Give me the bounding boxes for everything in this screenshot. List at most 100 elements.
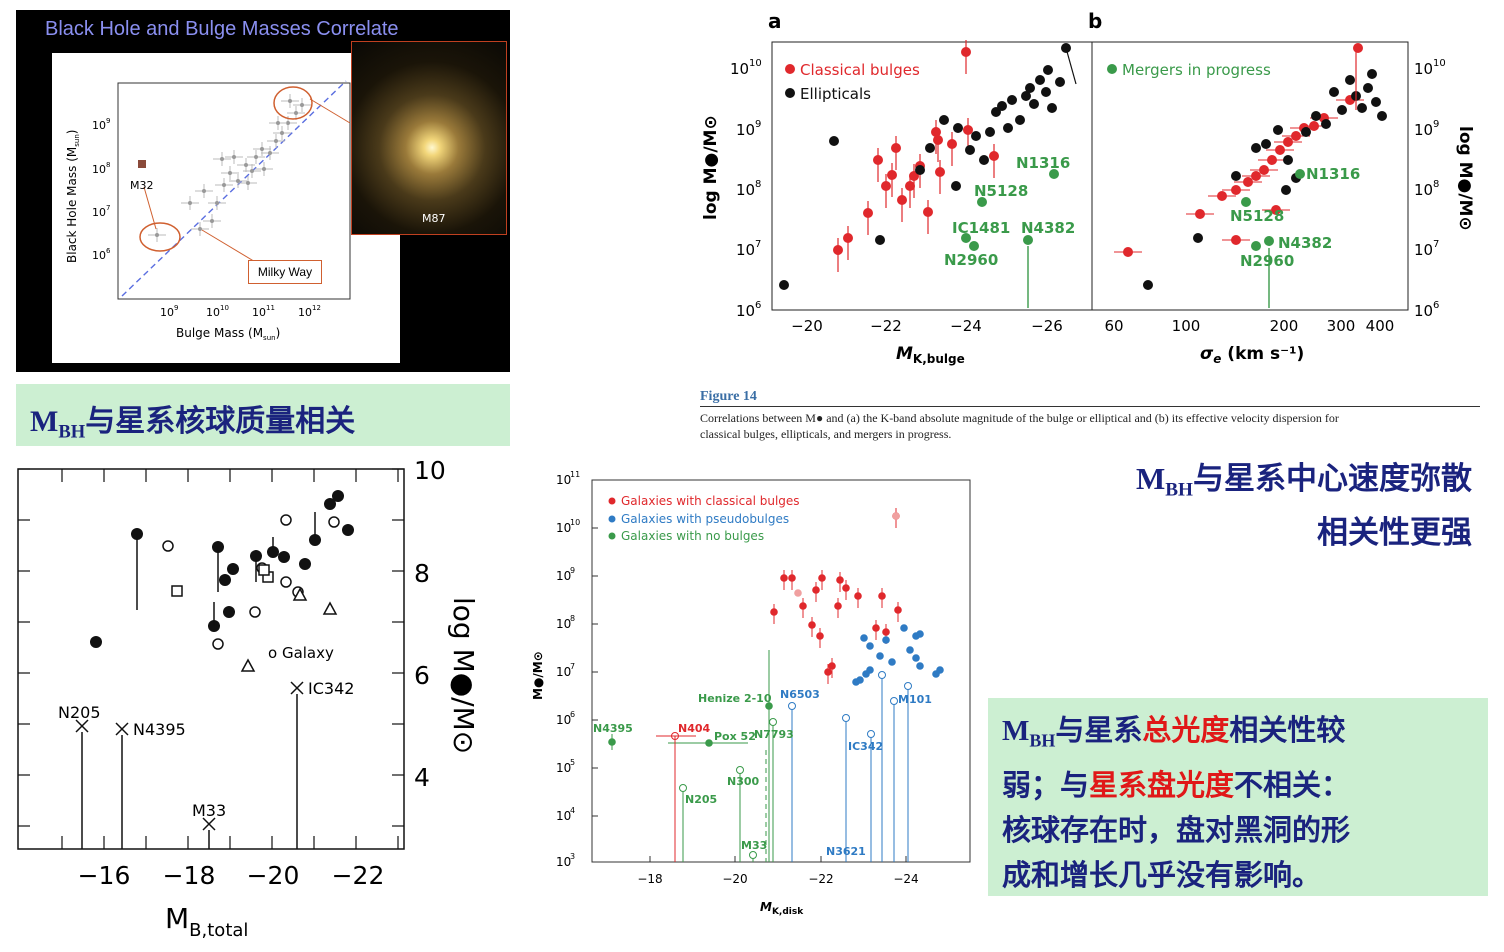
y-tick: 10 bbox=[556, 569, 571, 583]
fig14-a-xlabel: MK,bulge bbox=[896, 344, 965, 366]
nobulge-limit bbox=[736, 766, 744, 774]
x-tick: 10 bbox=[206, 306, 220, 319]
classical-point bbox=[878, 592, 886, 600]
bl-labels: N205 N4395 IC342 M33 bbox=[58, 679, 354, 820]
data-point bbox=[274, 139, 278, 143]
legend-classical-marker bbox=[608, 497, 616, 505]
classical-bulge-point bbox=[1195, 209, 1205, 219]
y-tick: 10 bbox=[1414, 302, 1433, 320]
label-n404: N404 bbox=[678, 722, 711, 735]
ann-b-n4382: N4382 bbox=[1278, 234, 1332, 252]
pseudobulge-limit bbox=[878, 671, 886, 679]
panel-a-annotations: N1316 N5128 IC1481 N4382 N2960 bbox=[944, 154, 1075, 269]
fig14-b-xticks: 60 100 200 300 400 bbox=[1104, 317, 1394, 335]
elliptical-point bbox=[1015, 115, 1025, 125]
triangle-point bbox=[322, 601, 338, 615]
disk-luminosity-svg: Galaxies with classical bulges Galaxies … bbox=[531, 470, 971, 917]
label-pox52: Pox 52 bbox=[714, 730, 756, 743]
legend-classical: Classical bulges bbox=[800, 61, 920, 79]
y-tick: 10 bbox=[1414, 121, 1433, 139]
bl-yticks: 10 8 6 4 bbox=[414, 456, 446, 792]
bl-ticks bbox=[18, 468, 404, 849]
y-tick: 10 bbox=[736, 241, 755, 259]
x-tick: 10 bbox=[252, 306, 266, 319]
pseudobulge-point bbox=[916, 662, 924, 670]
bm-frame bbox=[591, 479, 971, 863]
y-tick: 10 bbox=[556, 665, 571, 679]
y-tick-exp: 11 bbox=[570, 470, 580, 479]
figure-14-svg: a b Classical bulges Ellipticals Mergers… bbox=[701, 9, 1475, 366]
x-tick: −24 bbox=[893, 872, 918, 886]
classical-point bbox=[882, 628, 890, 636]
m87-arrow bbox=[309, 98, 351, 124]
elliptical-point bbox=[779, 280, 789, 290]
caption-velocity-dispersion: MBH与星系中心速度弥散 相关性更强 bbox=[1000, 458, 1472, 554]
classical-point bbox=[894, 606, 902, 614]
bm-labels: Henize 2-10 N6503 M101 N4395 N404 Pox 52… bbox=[593, 688, 932, 858]
y-tick: 10 bbox=[92, 163, 106, 176]
label-m33: M33 bbox=[192, 801, 226, 820]
elliptical-point bbox=[1007, 95, 1017, 105]
data-point bbox=[276, 121, 280, 125]
classical-point bbox=[854, 592, 862, 600]
classical-bulge-point bbox=[887, 170, 897, 180]
ann-n1316: N1316 bbox=[1016, 154, 1070, 172]
elliptical-point bbox=[1041, 87, 1051, 97]
upper-limit-marker bbox=[202, 817, 216, 831]
elliptical-point bbox=[953, 123, 963, 133]
classical-bulge-point bbox=[961, 47, 971, 57]
pseudobulge-point bbox=[900, 624, 908, 632]
y-tick-exp: 8 bbox=[755, 179, 761, 190]
elliptical-point bbox=[997, 101, 1007, 111]
open-point bbox=[249, 606, 261, 618]
elliptical-point bbox=[1357, 103, 1367, 113]
data-point bbox=[155, 233, 159, 237]
data-point bbox=[215, 201, 219, 205]
classical-bulge-point bbox=[1123, 247, 1133, 257]
y-tick-exp: 3 bbox=[570, 852, 575, 861]
classical-bulge-point bbox=[963, 125, 973, 135]
y-tick: 10 bbox=[556, 809, 571, 823]
elliptical-point bbox=[1371, 97, 1381, 107]
y-tick-exp: 8 bbox=[1433, 179, 1439, 190]
classical-bulge-point bbox=[1271, 205, 1281, 215]
legend-nobulge-marker bbox=[608, 532, 616, 540]
label-m101: M101 bbox=[898, 693, 932, 706]
data-point bbox=[268, 151, 272, 155]
y-tick-exp: 6 bbox=[570, 710, 575, 719]
classical-point bbox=[808, 621, 816, 629]
elliptical-point bbox=[829, 136, 839, 146]
upper-limit-marker bbox=[115, 722, 129, 736]
classical-point bbox=[812, 586, 820, 594]
x-tick: −26 bbox=[1031, 317, 1063, 335]
elliptical-point bbox=[1193, 233, 1203, 243]
pseudobulge-limit bbox=[904, 682, 912, 690]
x-tick: −20 bbox=[247, 861, 300, 890]
open-point bbox=[328, 516, 340, 528]
filled-point bbox=[342, 524, 354, 536]
m87-image: M87 bbox=[351, 41, 507, 235]
legend-pseudo: Galaxies with pseudobulges bbox=[621, 512, 789, 526]
y-tick: 4 bbox=[414, 763, 430, 792]
x-tick: 10 bbox=[298, 306, 312, 319]
data-point bbox=[250, 169, 254, 173]
milky-way-arrow bbox=[201, 229, 258, 264]
plot-frame bbox=[117, 82, 351, 300]
classical-point bbox=[836, 576, 844, 584]
square-point bbox=[258, 564, 270, 576]
panel-b-frame bbox=[1091, 41, 1409, 311]
elliptical-point bbox=[1261, 139, 1271, 149]
pseudobulge-point bbox=[860, 634, 868, 642]
y-tick: 10 bbox=[556, 617, 571, 631]
caption-bulge-mass-text: MBH与星系核球质量相关 bbox=[30, 404, 356, 443]
pseudobulge-limit bbox=[788, 702, 796, 710]
y-tick-exp: 7 bbox=[106, 204, 110, 212]
label-n7793: N7793 bbox=[754, 728, 794, 741]
classical-point bbox=[770, 608, 778, 616]
caption-bulge-mass: MBH与星系核球质量相关 bbox=[16, 384, 510, 446]
label-ic342: IC342 bbox=[308, 679, 354, 698]
legend-classical: Galaxies with classical bulges bbox=[621, 494, 800, 508]
fig14-left-yticks: 10 10 10 9 10 8 10 7 10 6 bbox=[730, 58, 762, 320]
elliptical-point bbox=[1377, 111, 1387, 121]
y-tick-exp: 9 bbox=[1433, 119, 1439, 130]
